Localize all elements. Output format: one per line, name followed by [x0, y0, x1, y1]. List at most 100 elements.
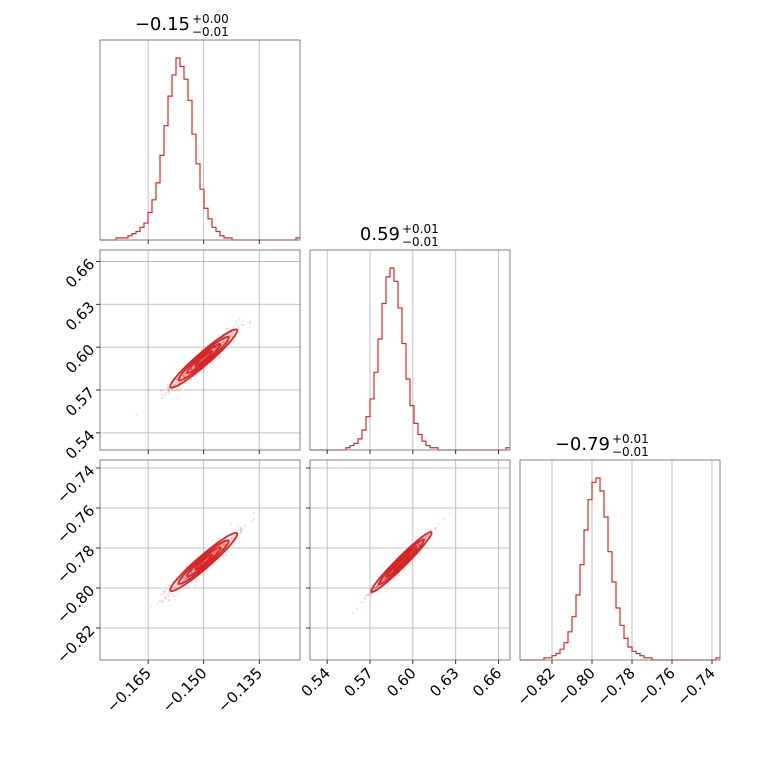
- scatter-point: [190, 368, 193, 371]
- x-tick-label: −0.165: [103, 664, 155, 716]
- scatter-point: [375, 586, 378, 589]
- scatter-point: [223, 341, 225, 344]
- scatter-point: [390, 571, 392, 574]
- scatter-point: [173, 595, 176, 598]
- scatter-point: [213, 551, 216, 554]
- scatter-point: [370, 592, 373, 595]
- scatter-point: [160, 593, 163, 596]
- scatter-point: [222, 544, 225, 547]
- scatter-point: [251, 519, 254, 522]
- scatter-point: [252, 512, 255, 514]
- scatter-point: [171, 587, 174, 590]
- param-title-value: −0.79: [555, 434, 610, 455]
- scatter-point: [161, 600, 164, 603]
- scatter-point: [374, 586, 377, 589]
- scatter-point: [172, 594, 174, 596]
- scatter-point: [190, 367, 193, 370]
- scatter-point: [175, 586, 177, 589]
- panel-frame: [99, 249, 301, 451]
- scatter-point: [180, 376, 183, 379]
- scatter-point: [384, 578, 386, 580]
- scatter-point: [214, 551, 217, 554]
- scatter-point: [410, 551, 413, 554]
- scatter-point: [224, 543, 227, 546]
- scatter-point: [376, 585, 379, 588]
- scatter-point: [216, 549, 218, 552]
- scatter-point: [427, 533, 430, 536]
- scatter-point: [418, 543, 420, 546]
- panel-frame: [99, 459, 301, 661]
- scatter-point: [431, 534, 434, 537]
- scatter-point: [366, 594, 369, 597]
- scatter-point: [176, 397, 179, 400]
- y-tick-label: −0.80: [53, 582, 98, 627]
- scatter-point: [158, 599, 161, 602]
- scatter-point: [360, 601, 363, 603]
- scatter-point: [229, 333, 232, 336]
- scatter-point: [215, 550, 218, 553]
- panel-frame: [309, 459, 511, 661]
- density-contour: [377, 538, 425, 586]
- scatter-point: [369, 595, 372, 597]
- scatter-point: [184, 381, 187, 384]
- scatter-point: [222, 546, 224, 548]
- scatter-points: [150, 512, 255, 607]
- scatter-point: [176, 583, 179, 586]
- scatter-point: [410, 551, 413, 554]
- scatter-point: [190, 367, 193, 370]
- scatter-point: [434, 527, 437, 530]
- scatter-point: [226, 334, 229, 336]
- param-title-value: 0.59: [360, 224, 400, 245]
- scatter-point: [167, 389, 170, 392]
- scatter-point: [434, 528, 437, 531]
- scatter-point: [193, 366, 196, 369]
- scatter-point: [391, 569, 394, 572]
- histogram-step-line: [100, 57, 300, 241]
- scatter-point: [164, 596, 166, 599]
- scatter-point: [182, 376, 185, 379]
- scatter-point: [164, 588, 167, 591]
- density-contour: [194, 553, 214, 571]
- scatter-point: [212, 551, 215, 554]
- scatter-point: [417, 544, 420, 547]
- scatter-point: [184, 375, 187, 378]
- scatter-point: [223, 340, 226, 343]
- scatter-point: [166, 387, 169, 390]
- scatter-point: [380, 580, 383, 583]
- scatter-point: [160, 600, 163, 603]
- scatter-point: [192, 568, 194, 571]
- scatter-point: [391, 570, 394, 573]
- scatter-point: [380, 580, 383, 583]
- scatter-point: [156, 602, 159, 604]
- scatter-point: [389, 571, 392, 574]
- scatter-point: [177, 585, 179, 588]
- scatter-point: [171, 389, 174, 392]
- scatter-point: [167, 389, 170, 392]
- scatter-point: [189, 379, 191, 382]
- scatter-point: [417, 544, 420, 547]
- scatter-point: [212, 339, 215, 341]
- scatter-point: [240, 531, 243, 534]
- scatter-point: [190, 368, 192, 371]
- scatter-point: [384, 578, 387, 581]
- scatter-point: [218, 558, 221, 561]
- scatter-point: [249, 322, 252, 324]
- scatter-point: [184, 372, 187, 375]
- scatter-point: [213, 551, 216, 553]
- scatter-point: [227, 327, 229, 330]
- scatter-point: [377, 585, 380, 588]
- scatter-point: [242, 320, 244, 323]
- scatter-point: [390, 571, 392, 573]
- scatter-point: [220, 543, 223, 546]
- scatter-point: [172, 587, 175, 590]
- scatter-point: [164, 596, 167, 598]
- scatter-point: [190, 368, 193, 370]
- scatter-point: [173, 383, 176, 386]
- scatter-point: [167, 599, 170, 602]
- param-title-minus: −0.01: [192, 25, 229, 39]
- density-contour: [186, 343, 222, 375]
- y-tick-label: 0.60: [62, 341, 98, 377]
- scatter-point: [173, 383, 176, 386]
- panel-frame: [309, 249, 511, 451]
- scatter-point: [377, 584, 380, 587]
